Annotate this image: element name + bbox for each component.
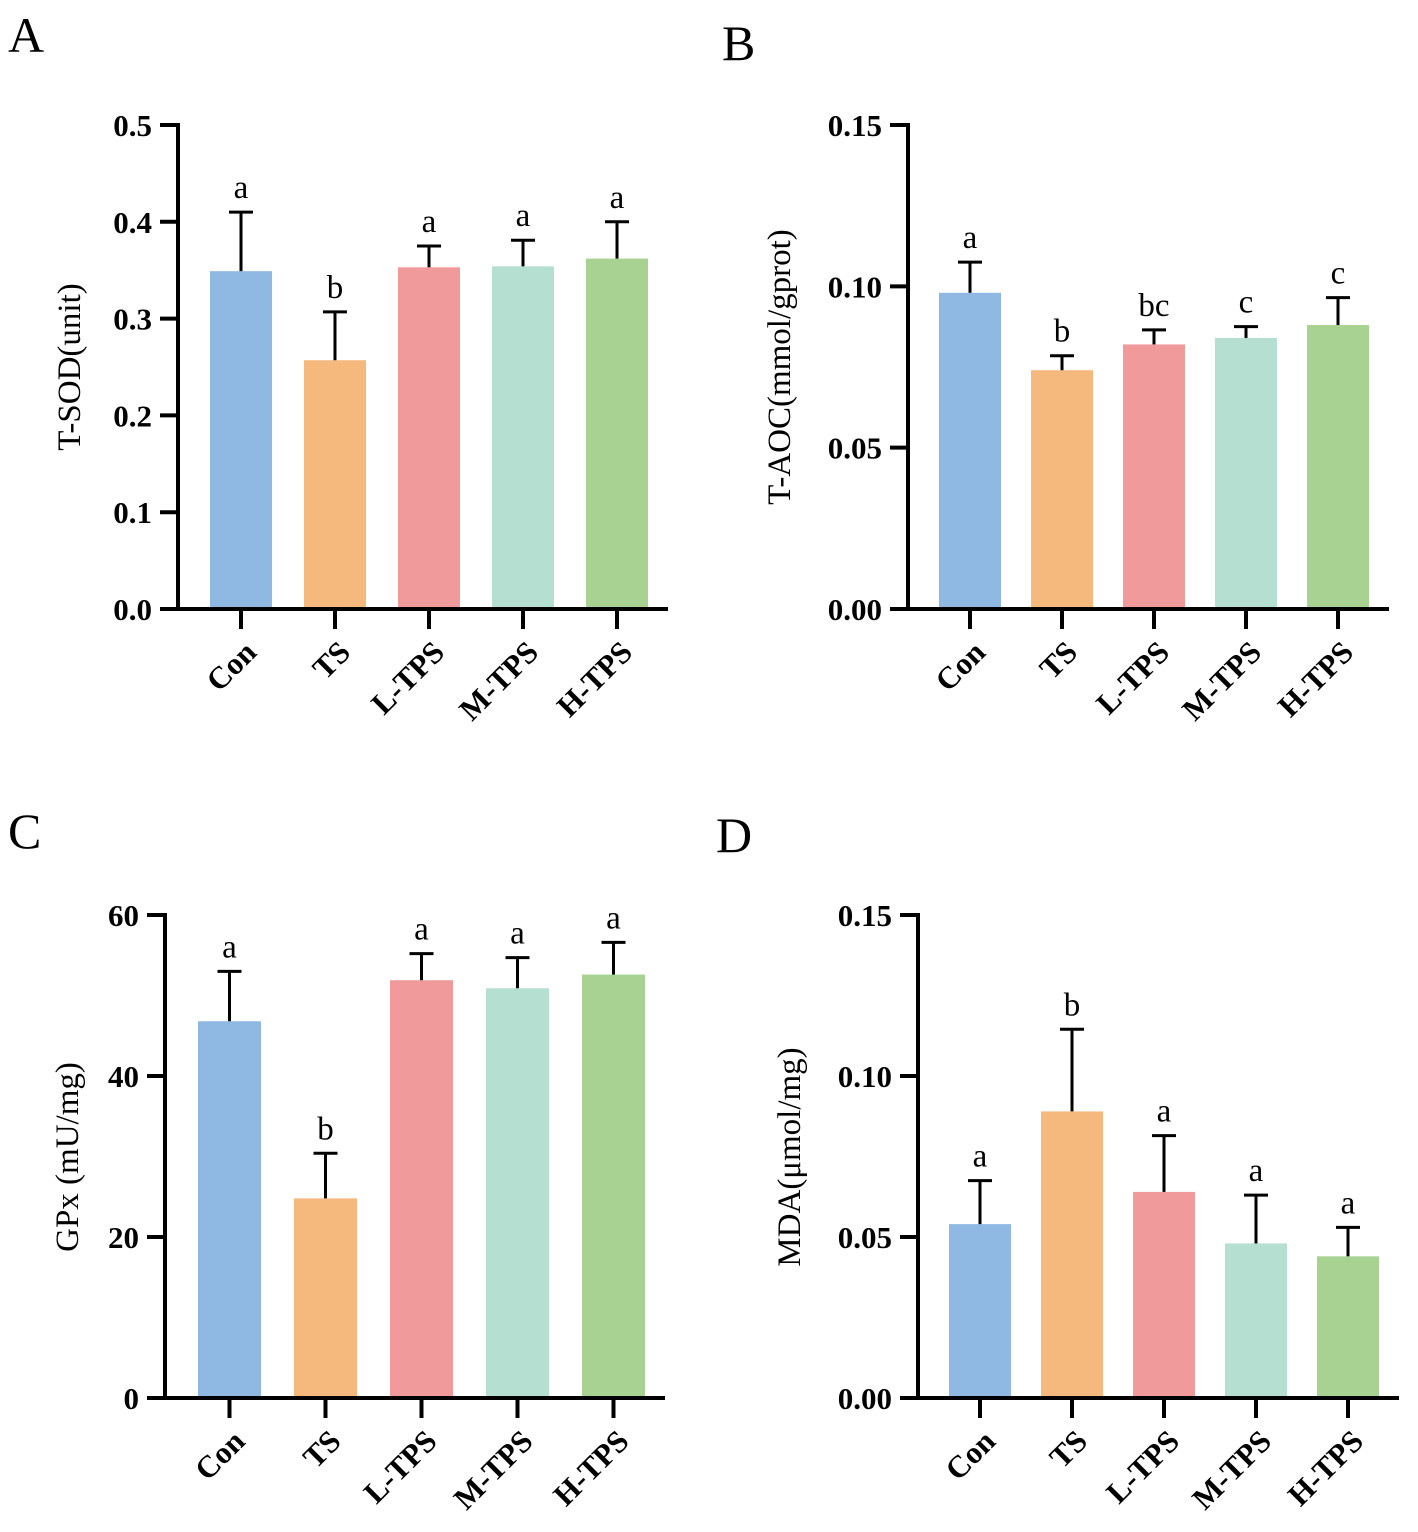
significance-label: a bbox=[1341, 1185, 1356, 1221]
significance-label: a bbox=[973, 1139, 988, 1175]
bar-ts bbox=[1041, 1111, 1103, 1398]
bar-h-tps bbox=[586, 258, 648, 609]
bar-l-tps bbox=[390, 980, 453, 1398]
y-tick-label: 0.05 bbox=[838, 1220, 892, 1255]
bar-con bbox=[949, 1224, 1011, 1398]
category-label: H-TPS bbox=[1271, 634, 1360, 723]
category-label: L-TPS bbox=[1089, 634, 1176, 721]
significance-label: a bbox=[414, 912, 429, 948]
panel-a: A T-SOD(unit) a Con b TS a L-TPS a M-TPS a H-TPS 0.0… bbox=[8, 7, 668, 727]
bar-m-tps bbox=[1215, 337, 1277, 609]
panel-d: D MDA(μmol/mg) a Con b TS a L-TPS a M-TPS a H-TPS 0.… bbox=[716, 807, 1399, 1516]
y-tick-label: 0.1 bbox=[113, 495, 152, 530]
significance-label: c bbox=[1239, 285, 1254, 321]
significance-label: a bbox=[1249, 1153, 1264, 1189]
y-axis-title: MDA(μmol/mg) bbox=[772, 1047, 808, 1266]
bar-con bbox=[198, 1021, 261, 1398]
bar-h-tps bbox=[1317, 1256, 1379, 1398]
y-tick-label: 0 bbox=[124, 1381, 140, 1416]
y-tick-label: 0.05 bbox=[828, 431, 882, 466]
significance-label: a bbox=[222, 929, 237, 965]
significance-label: a bbox=[1157, 1094, 1172, 1130]
panel-c: C GPx (mU/mg) a Con b TS a L-TPS a M-TPS a H-TPS 0 20… bbox=[8, 803, 665, 1516]
significance-label: b bbox=[1064, 987, 1081, 1023]
bar-con bbox=[210, 271, 272, 609]
category-label: TS bbox=[1032, 634, 1084, 686]
significance-label: b bbox=[317, 1111, 334, 1147]
significance-label: a bbox=[610, 180, 625, 216]
bar-ts bbox=[294, 1198, 357, 1398]
panel-letter: B bbox=[722, 15, 755, 71]
bar-ts bbox=[1031, 370, 1093, 609]
y-tick-label: 0.00 bbox=[828, 592, 882, 627]
significance-label: a bbox=[510, 916, 525, 952]
bar-l-tps bbox=[1133, 1191, 1195, 1398]
category-label: H-TPS bbox=[546, 1423, 635, 1512]
bar-h-tps bbox=[1307, 325, 1369, 609]
significance-label: bc bbox=[1138, 288, 1169, 324]
category-label: L-TPS bbox=[357, 1423, 444, 1510]
bar-l-tps bbox=[1123, 344, 1185, 609]
bar-ts bbox=[304, 360, 366, 609]
bar-m-tps bbox=[1225, 1243, 1287, 1398]
panel-letter: D bbox=[716, 807, 752, 863]
significance-label: a bbox=[234, 170, 249, 206]
category-label: M-TPS bbox=[1185, 1423, 1278, 1516]
bar-l-tps bbox=[398, 267, 460, 609]
y-tick-label: 0.2 bbox=[113, 398, 152, 433]
y-tick-label: 40 bbox=[108, 1059, 139, 1094]
category-label: L-TPS bbox=[1099, 1423, 1186, 1510]
category-label: L-TPS bbox=[364, 634, 451, 721]
y-axis-title: T-AOC(mmol/gprot) bbox=[762, 229, 798, 505]
significance-label: a bbox=[422, 204, 437, 240]
category-label: Con bbox=[188, 1423, 252, 1487]
bar-m-tps bbox=[492, 266, 554, 609]
category-label: M-TPS bbox=[452, 634, 545, 727]
category-label: H-TPS bbox=[550, 634, 639, 723]
significance-label: a bbox=[606, 900, 621, 936]
y-axis-title: GPx (mU/mg) bbox=[50, 1062, 86, 1252]
y-tick-label: 0.0 bbox=[113, 592, 152, 627]
y-tick-label: 0.15 bbox=[838, 898, 892, 933]
category-label: M-TPS bbox=[1175, 634, 1268, 727]
y-tick-label: 0.15 bbox=[828, 108, 882, 143]
y-tick-label: 0.5 bbox=[113, 108, 152, 143]
y-tick-label: 20 bbox=[108, 1220, 139, 1255]
category-label: M-TPS bbox=[447, 1423, 540, 1516]
significance-label: b bbox=[1054, 314, 1071, 350]
category-label: Con bbox=[938, 1423, 1002, 1487]
y-tick-label: 60 bbox=[108, 898, 139, 933]
bar-m-tps bbox=[486, 988, 549, 1398]
category-label: H-TPS bbox=[1281, 1423, 1370, 1512]
category-label: TS bbox=[296, 1423, 348, 1475]
panel-b: B T-AOC(mmol/gprot) a Con b TS bc L-TPS c M-TPS c H… bbox=[722, 15, 1389, 727]
significance-label: c bbox=[1331, 256, 1346, 292]
category-label: Con bbox=[199, 634, 263, 698]
y-tick-label: 0.3 bbox=[113, 302, 152, 337]
bar-con bbox=[939, 292, 1001, 609]
panel-letter: A bbox=[8, 7, 44, 63]
y-tick-label: 0.00 bbox=[838, 1381, 892, 1416]
y-tick-label: 0.10 bbox=[828, 269, 882, 304]
y-tick-label: 0.4 bbox=[113, 205, 152, 240]
category-label: TS bbox=[1042, 1423, 1094, 1475]
y-tick-label: 0.10 bbox=[838, 1059, 892, 1094]
bar-h-tps bbox=[582, 974, 645, 1398]
panel-letter: C bbox=[8, 803, 41, 859]
significance-label: a bbox=[516, 198, 531, 234]
category-label: Con bbox=[928, 634, 992, 698]
significance-label: b bbox=[327, 270, 344, 306]
significance-label: a bbox=[963, 220, 978, 256]
y-axis-title: T-SOD(unit) bbox=[52, 283, 88, 450]
category-label: TS bbox=[305, 634, 357, 686]
